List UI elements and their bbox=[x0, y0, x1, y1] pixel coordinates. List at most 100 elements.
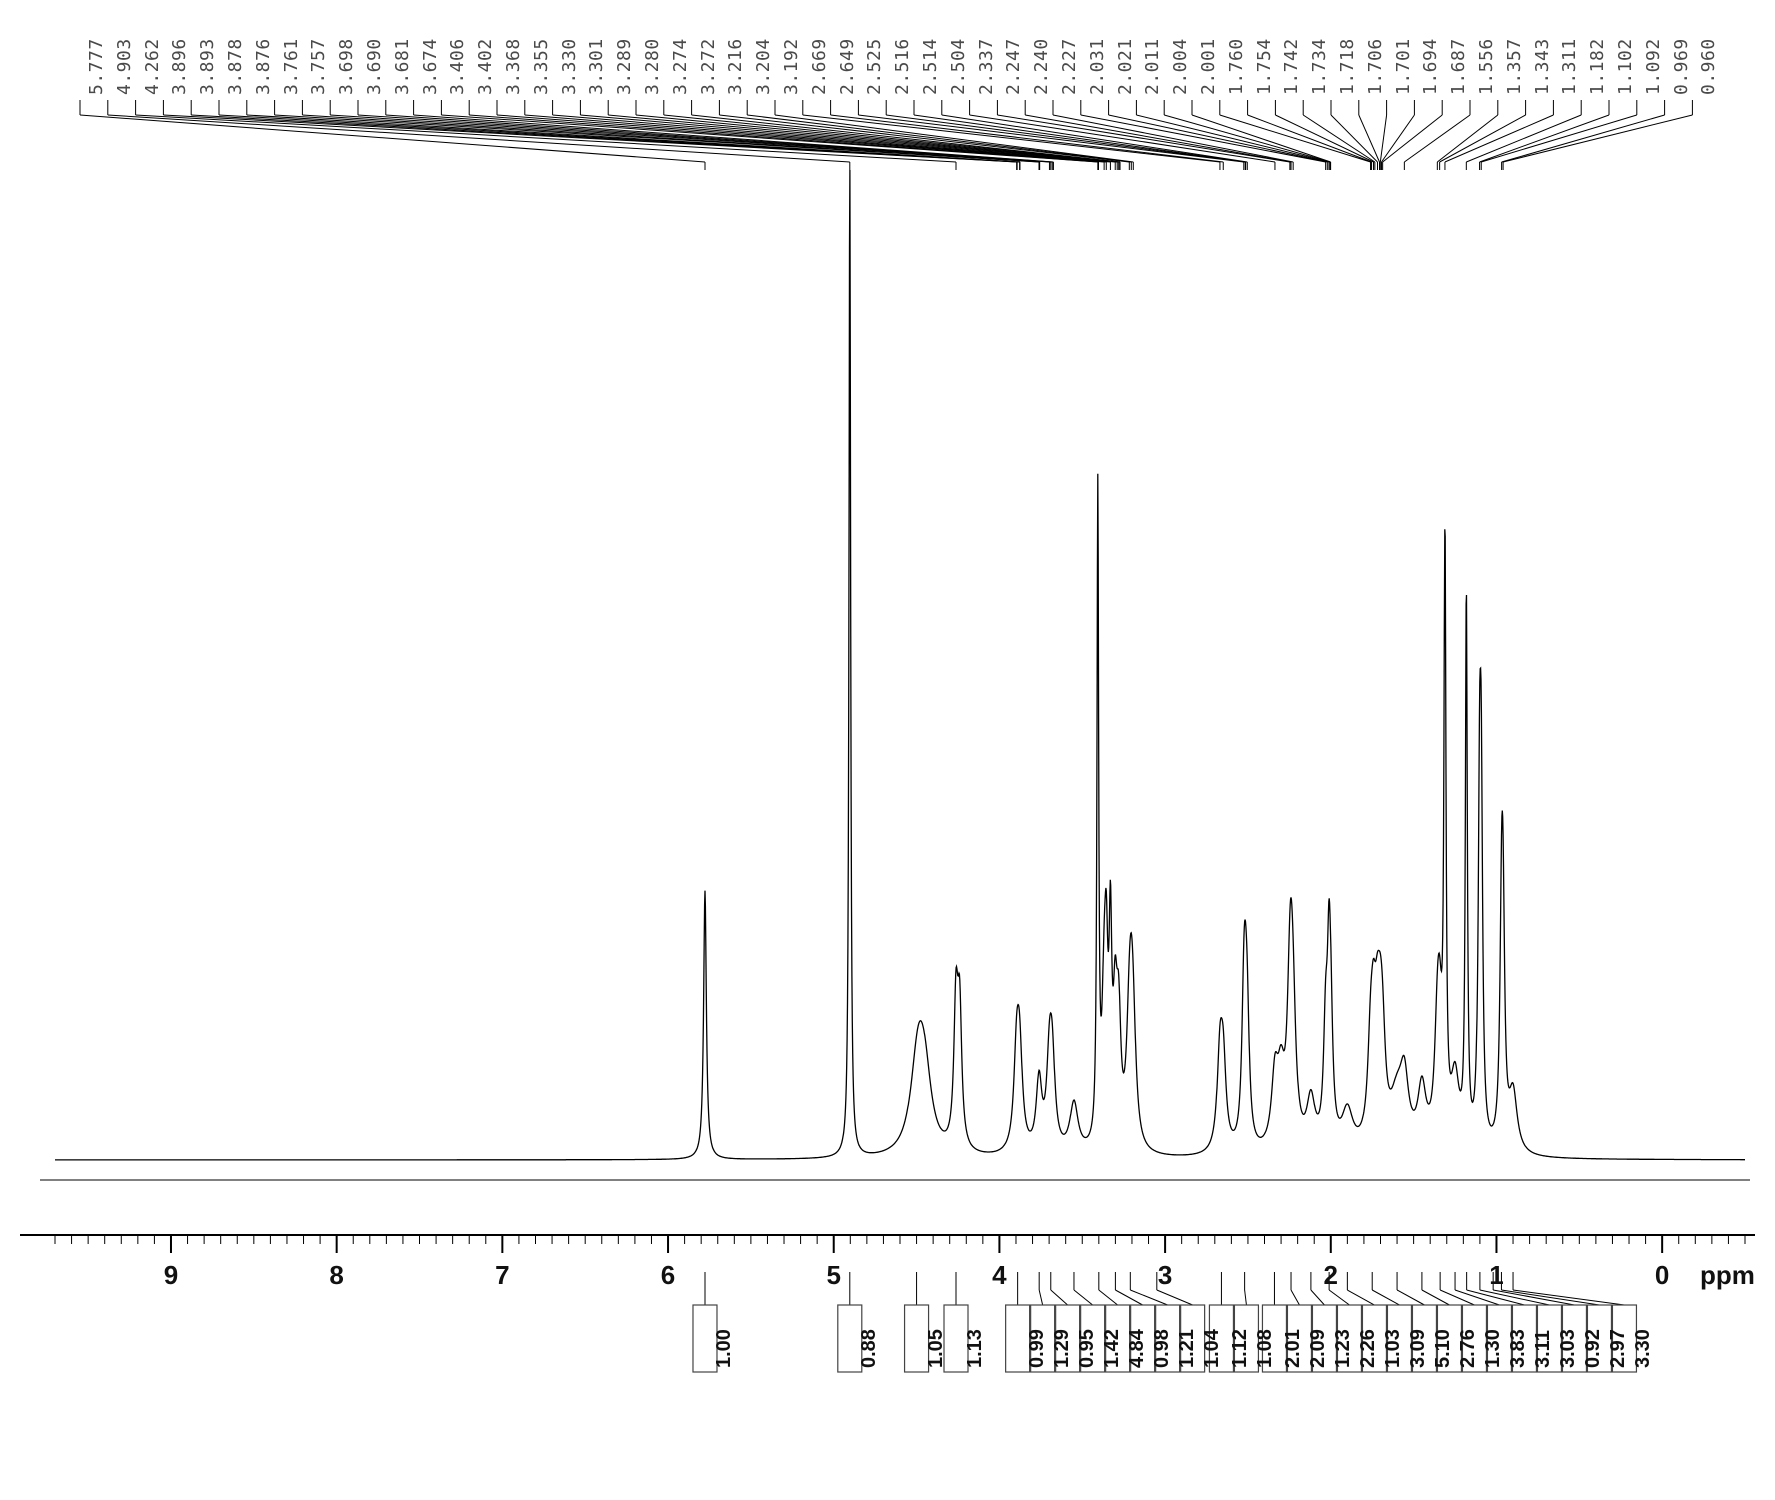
peak-ppm-label: 2.525 bbox=[864, 38, 885, 95]
axis-tick-label: 3 bbox=[1158, 1260, 1172, 1291]
integral-value-label: 1.03 bbox=[1382, 1329, 1405, 1368]
integral-value-label: 3.30 bbox=[1632, 1329, 1655, 1368]
peak-ppm-label: 3.330 bbox=[559, 38, 580, 95]
peak-ppm-label: 3.301 bbox=[586, 38, 607, 95]
integral-value-label: 5.10 bbox=[1432, 1329, 1455, 1368]
peak-ppm-label: 1.102 bbox=[1615, 38, 1636, 95]
peak-ppm-label: 3.274 bbox=[670, 38, 691, 95]
peak-ppm-label: 3.272 bbox=[698, 38, 719, 95]
peak-ppm-label: 3.690 bbox=[364, 38, 385, 95]
axis-tick-label: 2 bbox=[1324, 1260, 1338, 1291]
axis-tick-label: 7 bbox=[495, 1260, 509, 1291]
peak-ppm-label: 2.649 bbox=[837, 38, 858, 95]
integral-value-label: 0.99 bbox=[1026, 1329, 1049, 1368]
peak-ppm-label: 3.878 bbox=[225, 38, 246, 95]
peak-ppm-label: 4.903 bbox=[114, 38, 135, 95]
peak-ppm-label: 3.402 bbox=[475, 38, 496, 95]
axis-tick-label: 8 bbox=[329, 1260, 343, 1291]
integral-value-label: 1.08 bbox=[1254, 1329, 1277, 1368]
peak-ppm-label: 1.092 bbox=[1643, 38, 1664, 95]
integral-value-label: 1.30 bbox=[1482, 1329, 1505, 1368]
peak-ppm-label: 5.777 bbox=[86, 38, 107, 95]
peak-ppm-label: 3.757 bbox=[308, 38, 329, 95]
peak-ppm-label: 1.182 bbox=[1587, 38, 1608, 95]
integral-value-label: 3.09 bbox=[1407, 1329, 1430, 1368]
integral-value-label: 4.84 bbox=[1126, 1329, 1149, 1368]
peak-ppm-label: 2.031 bbox=[1087, 38, 1108, 95]
axis-unit-label: ppm bbox=[1700, 1260, 1755, 1291]
axis-tick-label: 4 bbox=[992, 1260, 1006, 1291]
spectrum-trace bbox=[55, 170, 1745, 1160]
peak-ppm-label: 3.216 bbox=[725, 38, 746, 95]
peak-ppm-label: 1.718 bbox=[1337, 38, 1358, 95]
peak-ppm-label: 3.698 bbox=[336, 38, 357, 95]
peak-ppm-label: 3.204 bbox=[753, 38, 774, 95]
peak-ppm-label: 1.734 bbox=[1309, 38, 1330, 95]
peak-ppm-label: 1.556 bbox=[1476, 38, 1497, 95]
integral-value-label: 1.12 bbox=[1229, 1329, 1252, 1368]
integral-value-label: 3.03 bbox=[1557, 1329, 1580, 1368]
peak-ppm-label: 3.406 bbox=[447, 38, 468, 95]
integral-value-label: 2.09 bbox=[1307, 1329, 1330, 1368]
axis-tick-label: 5 bbox=[826, 1260, 840, 1291]
peak-ppm-label: 1.701 bbox=[1393, 38, 1414, 95]
peak-ppm-label: 3.280 bbox=[642, 38, 663, 95]
peak-ppm-label: 2.021 bbox=[1115, 38, 1136, 95]
peak-ppm-label: 3.355 bbox=[531, 38, 552, 95]
peak-ppm-label: 1.760 bbox=[1226, 38, 1247, 95]
peak-ppm-label: 2.240 bbox=[1031, 38, 1052, 95]
peak-ppm-label: 2.514 bbox=[920, 38, 941, 95]
integral-value-label: 0.92 bbox=[1582, 1329, 1605, 1368]
axis-tick-label: 1 bbox=[1489, 1260, 1503, 1291]
peak-ppm-label: 3.674 bbox=[420, 38, 441, 95]
integral-value-label: 1.42 bbox=[1101, 1329, 1124, 1368]
peak-ppm-label: 1.706 bbox=[1365, 38, 1386, 95]
peak-ppm-label: 1.357 bbox=[1504, 38, 1525, 95]
integral-value-label: 0.95 bbox=[1076, 1329, 1099, 1368]
integral-value-label: 2.76 bbox=[1457, 1329, 1480, 1368]
peak-ppm-label: 2.011 bbox=[1142, 38, 1163, 95]
axis-tick-label: 9 bbox=[164, 1260, 178, 1291]
peak-ppm-label: 3.893 bbox=[197, 38, 218, 95]
integral-value-label: 3.83 bbox=[1507, 1329, 1530, 1368]
integral-value-label: 0.88 bbox=[858, 1329, 881, 1368]
peak-ppm-label: 0.969 bbox=[1671, 38, 1692, 95]
peak-ppm-label: 3.681 bbox=[392, 38, 413, 95]
peak-ppm-label: 2.001 bbox=[1198, 38, 1219, 95]
integral-value-label: 1.04 bbox=[1201, 1329, 1224, 1368]
peak-ppm-label: 1.694 bbox=[1420, 38, 1441, 95]
peak-ppm-label: 1.687 bbox=[1448, 38, 1469, 95]
integral-value-label: 2.01 bbox=[1282, 1329, 1305, 1368]
integral-value-label: 3.11 bbox=[1532, 1330, 1555, 1368]
peak-ppm-label: 2.337 bbox=[976, 38, 997, 95]
peak-ppm-label: 2.227 bbox=[1059, 38, 1080, 95]
peak-ppm-label: 1.343 bbox=[1532, 38, 1553, 95]
peak-ppm-label: 2.247 bbox=[1003, 38, 1024, 95]
peak-ppm-label: 3.368 bbox=[503, 38, 524, 95]
peak-ppm-label: 1.742 bbox=[1281, 38, 1302, 95]
peak-ppm-label: 0.960 bbox=[1698, 38, 1719, 95]
integral-value-label: 0.98 bbox=[1151, 1329, 1174, 1368]
peak-ppm-label: 3.192 bbox=[781, 38, 802, 95]
axis-tick-label: 0 bbox=[1655, 1260, 1669, 1291]
peak-ppm-label: 2.669 bbox=[809, 38, 830, 95]
peak-ppm-label: 3.896 bbox=[169, 38, 190, 95]
plot-svg bbox=[0, 0, 1775, 1500]
integral-value-label: 1.00 bbox=[713, 1329, 736, 1368]
integral-value-label: 1.23 bbox=[1332, 1329, 1355, 1368]
integral-value-label: 1.29 bbox=[1051, 1329, 1074, 1368]
nmr-spectrum-plot: 0 1 2 3 4 5 6 7 8 9 ppm 5.777 4.903 4.262 3.896 3.893 3.… bbox=[0, 0, 1775, 1500]
peak-ppm-label: 2.004 bbox=[1170, 38, 1191, 95]
axis-tick-label: 6 bbox=[661, 1260, 675, 1291]
integral-value-label: 2.97 bbox=[1607, 1329, 1630, 1368]
peak-ppm-label: 3.289 bbox=[614, 38, 635, 95]
integral-value-label: 1.05 bbox=[925, 1329, 948, 1368]
peak-ppm-label: 3.761 bbox=[281, 38, 302, 95]
integral-value-label: 1.21 bbox=[1176, 1329, 1199, 1368]
peak-ppm-label: 2.504 bbox=[948, 38, 969, 95]
peak-ppm-label: 1.311 bbox=[1559, 38, 1580, 95]
peak-ppm-label: 4.262 bbox=[142, 38, 163, 95]
peak-ppm-label: 1.754 bbox=[1254, 38, 1275, 95]
peak-ppm-label: 3.876 bbox=[253, 38, 274, 95]
integral-value-label: 2.26 bbox=[1357, 1329, 1380, 1368]
